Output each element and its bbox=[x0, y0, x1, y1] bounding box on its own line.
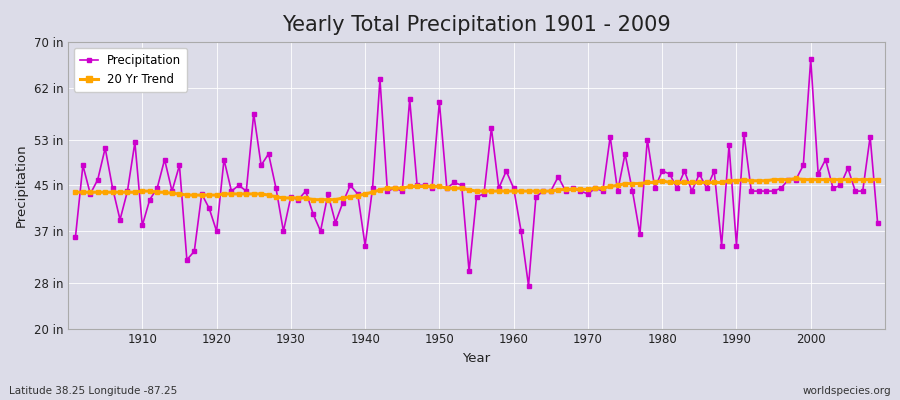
Precipitation bbox=[508, 186, 519, 191]
Line: Precipitation: Precipitation bbox=[74, 58, 879, 287]
20 Yr Trend bbox=[345, 194, 356, 199]
Precipitation bbox=[523, 283, 534, 288]
20 Yr Trend bbox=[508, 189, 519, 194]
X-axis label: Year: Year bbox=[463, 352, 491, 365]
Precipitation bbox=[872, 220, 883, 225]
Y-axis label: Precipitation: Precipitation bbox=[15, 144, 28, 227]
Title: Yearly Total Precipitation 1901 - 2009: Yearly Total Precipitation 1901 - 2009 bbox=[282, 15, 670, 35]
Precipitation bbox=[130, 140, 140, 145]
20 Yr Trend bbox=[516, 189, 526, 194]
Precipitation bbox=[70, 234, 81, 239]
20 Yr Trend bbox=[790, 176, 801, 181]
Precipitation bbox=[605, 134, 616, 139]
20 Yr Trend bbox=[872, 177, 883, 182]
Legend: Precipitation, 20 Yr Trend: Precipitation, 20 Yr Trend bbox=[74, 48, 187, 92]
Text: worldspecies.org: worldspecies.org bbox=[803, 386, 891, 396]
Line: 20 Yr Trend: 20 Yr Trend bbox=[73, 176, 880, 202]
Precipitation bbox=[338, 200, 348, 205]
20 Yr Trend bbox=[308, 197, 319, 202]
Text: Latitude 38.25 Longitude -87.25: Latitude 38.25 Longitude -87.25 bbox=[9, 386, 177, 396]
Precipitation bbox=[806, 57, 816, 62]
20 Yr Trend bbox=[70, 190, 81, 195]
20 Yr Trend bbox=[605, 184, 616, 189]
Precipitation bbox=[292, 197, 303, 202]
Precipitation bbox=[500, 169, 511, 174]
20 Yr Trend bbox=[130, 190, 140, 195]
20 Yr Trend bbox=[292, 196, 303, 200]
